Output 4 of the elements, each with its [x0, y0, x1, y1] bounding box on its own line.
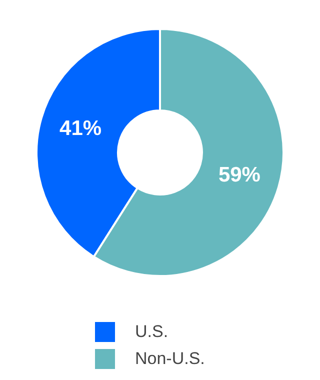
data-label: 41% — [60, 117, 102, 140]
legend-label: Non-U.S. — [135, 348, 205, 368]
legend-label: U.S. — [135, 322, 168, 342]
data-label: 59% — [218, 163, 261, 186]
